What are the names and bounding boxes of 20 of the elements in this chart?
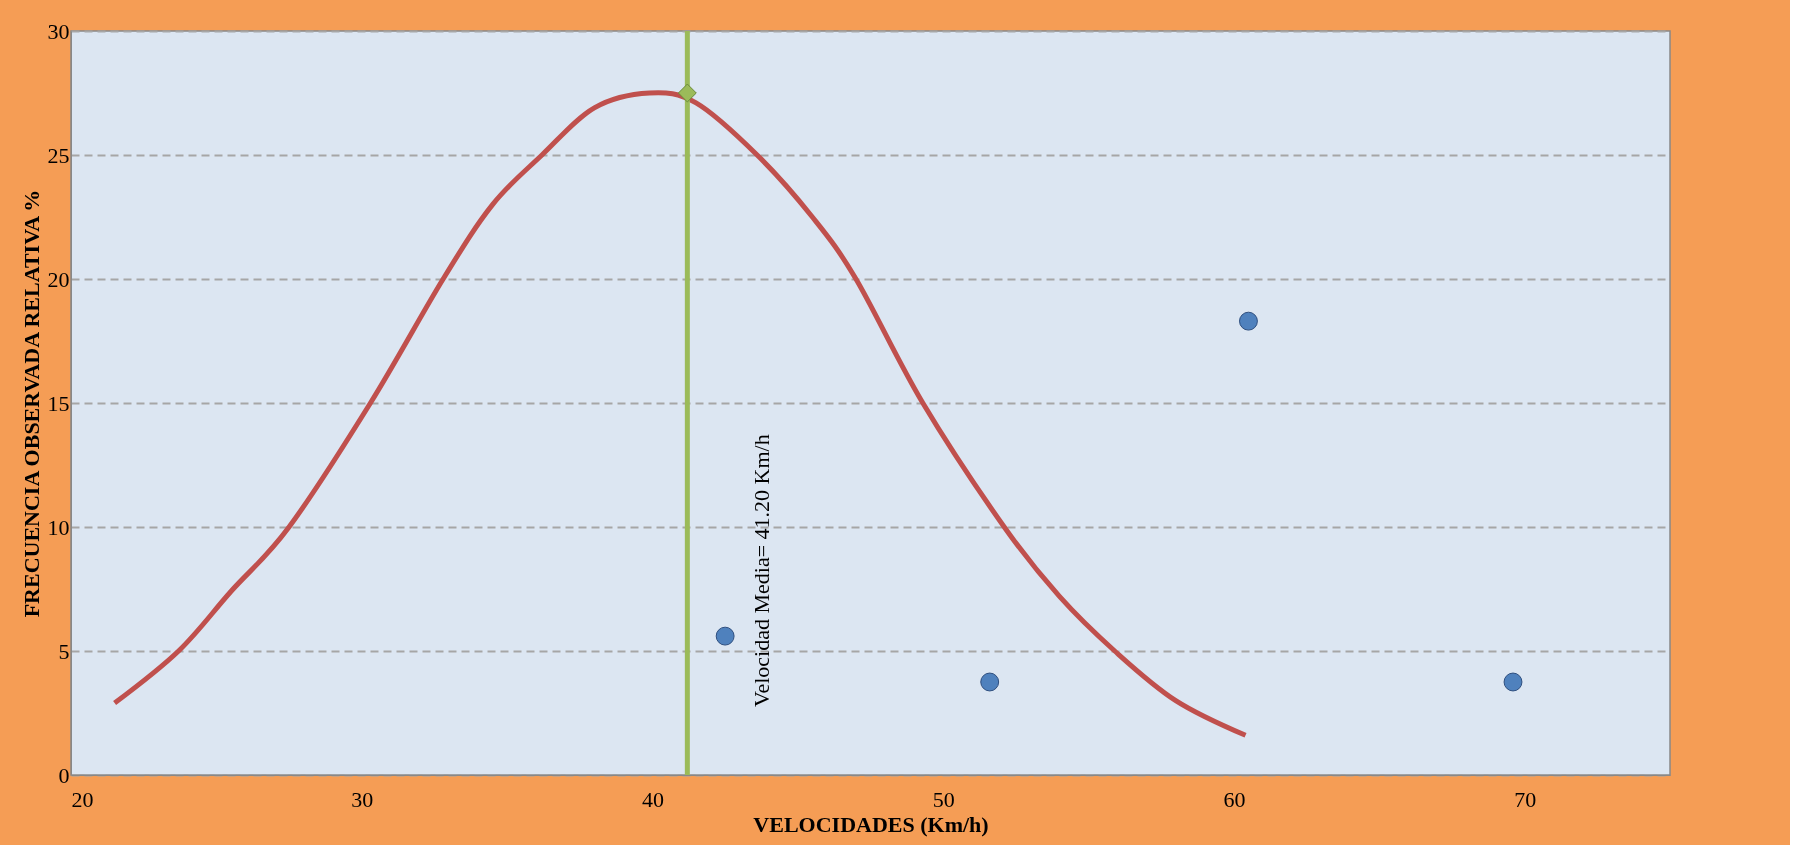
ref-line-label: Velocidad Media= 41.20 Km/h [749,434,775,707]
y-tick-label: 5 [58,638,70,664]
point [1239,311,1258,331]
point [715,626,735,646]
x-axis-title: VELOCIDADES (Km/h) [753,811,989,837]
y-axis-title: FRECUENCIA OBSERVADA RELATIVA % [18,189,44,618]
point [1503,672,1523,692]
y-tick-label: 0 [58,762,70,788]
x-tick-label: 30 [351,786,374,812]
point [980,672,1000,692]
x-tick-label: 50 [932,786,955,812]
y-tick-label: 15 [47,390,70,416]
x-tick-label: 40 [641,786,664,812]
point [677,83,697,103]
x-tick-label: 60 [1223,786,1246,812]
y-tick-label: 20 [47,266,70,292]
x-tick-label: 70 [1514,786,1537,812]
y-tick-label: 10 [47,514,70,540]
y-tick-label: 30 [47,18,70,44]
y-tick-label: 25 [47,142,70,168]
